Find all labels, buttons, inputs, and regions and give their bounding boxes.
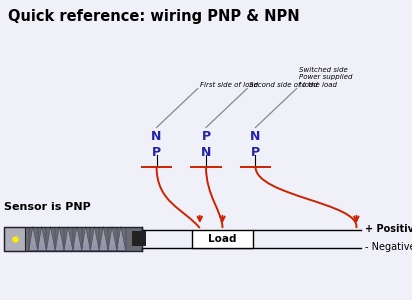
Bar: [6, 247, 140, 248]
Text: Load: Load: [208, 233, 237, 244]
Bar: [6, 248, 140, 249]
Text: + Positive: + Positive: [365, 224, 412, 235]
Polygon shape: [91, 226, 99, 250]
Text: P: P: [251, 146, 260, 160]
Text: N: N: [151, 130, 162, 143]
Polygon shape: [99, 226, 108, 250]
Polygon shape: [117, 226, 126, 250]
Text: P: P: [201, 130, 211, 143]
Bar: [4, 226, 142, 250]
Bar: [192, 230, 253, 247]
Polygon shape: [64, 226, 73, 250]
Polygon shape: [47, 226, 55, 250]
Text: Second side of load: Second side of load: [249, 82, 318, 88]
Polygon shape: [55, 226, 64, 250]
Text: N: N: [201, 146, 211, 160]
Polygon shape: [82, 226, 91, 250]
Bar: [132, 231, 146, 246]
Text: Switched side
Power supplied
to the load: Switched side Power supplied to the load: [299, 67, 352, 88]
Bar: [4, 226, 25, 250]
Bar: [4, 226, 142, 250]
Polygon shape: [37, 226, 47, 250]
Polygon shape: [108, 226, 117, 250]
Polygon shape: [29, 226, 37, 250]
Text: - Negative: - Negative: [365, 242, 412, 253]
Text: Quick reference: wiring PNP & NPN: Quick reference: wiring PNP & NPN: [8, 9, 300, 24]
Text: Sensor is PNP: Sensor is PNP: [4, 202, 91, 212]
Text: N: N: [250, 130, 261, 143]
Text: First side of load: First side of load: [200, 82, 258, 88]
Polygon shape: [73, 226, 82, 250]
Bar: [6, 245, 140, 246]
Text: P: P: [152, 146, 161, 160]
